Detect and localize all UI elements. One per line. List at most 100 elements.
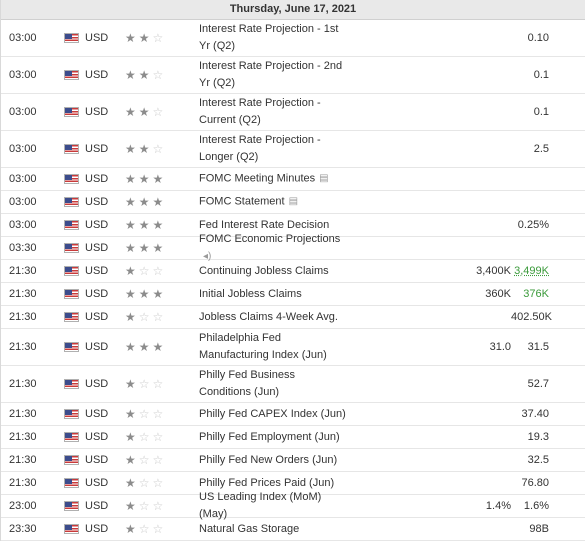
currency: USD <box>64 242 118 254</box>
event-row[interactable]: 03:30 USD ★★★ FOMC Economic Projections◂) <box>1 233 585 262</box>
event-row[interactable]: 21:30 USD ★☆☆ Philly Fed Prices Paid (Jun) 7… <box>1 472 585 495</box>
star-icon: ★ <box>125 195 139 209</box>
event-row[interactable]: 03:00 USD ★★☆ Interest Rate Projection - 2n… <box>1 57 585 94</box>
document-icon[interactable]: ▤ <box>319 173 329 185</box>
event-row[interactable]: 23:00 USD ★☆☆ US Leading Index (MoM) (May) 1… <box>1 491 585 520</box>
event-name[interactable]: Fed Interest Rate Decision <box>199 217 349 234</box>
document-icon[interactable]: ▤ <box>288 196 299 208</box>
event-name[interactable]: Philly Fed Prices Paid (Jun) <box>199 475 349 492</box>
importance-stars: ★☆☆ <box>118 430 199 444</box>
us-flag-icon <box>64 266 79 276</box>
event-row[interactable]: 03:00 USD ★★☆ Interest Rate Projection - Cu… <box>1 94 585 131</box>
star-icon: ☆ <box>152 453 167 467</box>
currency: USD <box>64 32 118 44</box>
star-icon: ☆ <box>138 499 153 513</box>
star-icon: ★ <box>125 407 139 421</box>
event-name[interactable]: Philly Fed New Orders (Jun) <box>199 452 349 469</box>
star-icon: ★ <box>138 195 153 209</box>
event-row[interactable]: 03:00 USD ★★★ Fed Interest Rate Decision 0.2… <box>1 214 585 237</box>
event-name[interactable]: Philly Fed Employment (Jun) <box>199 429 349 446</box>
event-name-text: US Leading Index (MoM) (May) <box>199 491 322 520</box>
us-flag-icon <box>64 70 79 80</box>
event-row[interactable]: 21:30 USD ★☆☆ Jobless Claims 4-Week Avg. 402… <box>1 306 585 329</box>
star-icon: ★ <box>125 68 139 82</box>
currency-code: USD <box>85 32 109 44</box>
currency: USD <box>64 106 118 118</box>
us-flag-icon <box>64 432 79 442</box>
event-name[interactable]: Initial Jobless Claims <box>199 286 349 303</box>
event-name[interactable]: Philly Fed CAPEX Index (Jun) <box>199 406 349 423</box>
event-time: 21:30 <box>9 477 37 489</box>
currency-code: USD <box>85 288 109 300</box>
us-flag-icon <box>64 501 79 511</box>
event-name[interactable]: Natural Gas Storage <box>199 521 349 538</box>
event-time: 03:00 <box>9 143 37 155</box>
star-icon: ★ <box>125 142 139 156</box>
event-time: 21:30 <box>9 378 37 390</box>
event-row[interactable]: 03:00 USD ★★☆ Interest Rate Projection - 1s… <box>1 20 585 57</box>
event-time: 21:30 <box>9 408 37 420</box>
event-row[interactable]: 21:30 USD ★★★ Initial Jobless Claims 360K 376… <box>1 283 585 306</box>
importance-stars: ★☆☆ <box>118 377 199 391</box>
importance-stars: ★☆☆ <box>118 407 199 421</box>
event-row[interactable]: 03:00 USD ★★☆ Interest Rate Projection - Lo… <box>1 131 585 168</box>
event-row[interactable]: 03:00 USD ★★★ FOMC Meeting Minutes ▤ <box>1 168 585 191</box>
us-flag-icon <box>64 174 79 184</box>
event-name-text: Interest Rate Projection - Longer (Q2) <box>199 134 321 163</box>
event-row[interactable]: 21:30 USD ★☆☆ Philly Fed Employment (Jun) 19… <box>1 426 585 449</box>
importance-stars: ★☆☆ <box>118 499 199 513</box>
event-time: 03:00 <box>9 173 37 185</box>
event-name[interactable]: Jobless Claims 4-Week Avg. <box>199 309 349 326</box>
star-icon: ☆ <box>138 264 153 278</box>
currency-code: USD <box>85 431 109 443</box>
event-name-text: FOMC Economic Projections <box>199 232 341 245</box>
event-name-text: Fed Interest Rate Decision <box>199 218 330 231</box>
speaker-icon[interactable]: ◂) <box>203 250 212 262</box>
event-name-text: Continuing Jobless Claims <box>199 264 329 277</box>
event-name-text: Jobless Claims 4-Week Avg. <box>199 310 338 323</box>
us-flag-icon <box>64 107 79 117</box>
currency: USD <box>64 477 118 489</box>
currency: USD <box>64 311 118 323</box>
event-row[interactable]: 21:30 USD ★☆☆ Continuing Jobless Claims 3,40… <box>1 260 585 283</box>
currency: USD <box>64 431 118 443</box>
event-row[interactable]: 21:30 USD ★☆☆ Philly Fed Business Condition… <box>1 366 585 403</box>
currency: USD <box>64 265 118 277</box>
forecast-value: 360K <box>485 288 511 300</box>
previous-value: 98B <box>529 523 549 535</box>
us-flag-icon <box>64 289 79 299</box>
event-name[interactable]: Philly Fed Business Conditions (Jun) <box>199 367 349 401</box>
event-name[interactable]: FOMC Meeting Minutes ▤ <box>199 170 349 187</box>
importance-stars: ★☆☆ <box>118 310 199 324</box>
us-flag-icon <box>64 524 79 534</box>
importance-stars: ★★☆ <box>118 142 199 156</box>
star-icon: ★ <box>152 218 167 232</box>
event-time: 23:00 <box>9 500 37 512</box>
currency-code: USD <box>85 106 109 118</box>
event-name[interactable]: Continuing Jobless Claims <box>199 263 349 280</box>
event-name[interactable]: FOMC Statement ▤ <box>199 193 349 210</box>
star-icon: ★ <box>125 453 139 467</box>
event-name[interactable]: Interest Rate Projection - Current (Q2) <box>199 95 349 129</box>
star-icon: ★ <box>125 377 139 391</box>
event-name[interactable]: Interest Rate Projection - 1st Yr (Q2) <box>199 21 349 55</box>
event-row[interactable]: 03:00 USD ★★★ FOMC Statement ▤ <box>1 191 585 214</box>
previous-value: 0.10 <box>527 32 549 44</box>
event-row[interactable]: 21:30 USD ★★★ Philadelphia Fed Manufacturin… <box>1 329 585 366</box>
star-icon: ★ <box>138 218 153 232</box>
star-icon: ☆ <box>138 407 153 421</box>
event-row[interactable]: 21:30 USD ★☆☆ Philly Fed CAPEX Index (Jun) 3… <box>1 403 585 426</box>
event-name[interactable]: Interest Rate Projection - Longer (Q2) <box>199 132 349 166</box>
previous-value: 0.1 <box>533 69 549 81</box>
star-icon: ★ <box>152 241 167 255</box>
importance-stars: ★☆☆ <box>118 476 199 490</box>
star-icon: ☆ <box>138 453 153 467</box>
event-name[interactable]: US Leading Index (MoM) (May) <box>199 489 349 523</box>
event-time: 21:30 <box>9 265 37 277</box>
event-row[interactable]: 21:30 USD ★☆☆ Philly Fed New Orders (Jun) 32… <box>1 449 585 472</box>
event-name-text: Philly Fed New Orders (Jun) <box>199 453 338 466</box>
star-icon: ★ <box>125 287 139 301</box>
event-name[interactable]: Interest Rate Projection - 2nd Yr (Q2) <box>199 58 349 92</box>
event-name[interactable]: Philadelphia Fed Manufacturing Index (Ju… <box>199 330 349 364</box>
event-name[interactable]: FOMC Economic Projections ◂) <box>199 231 349 265</box>
